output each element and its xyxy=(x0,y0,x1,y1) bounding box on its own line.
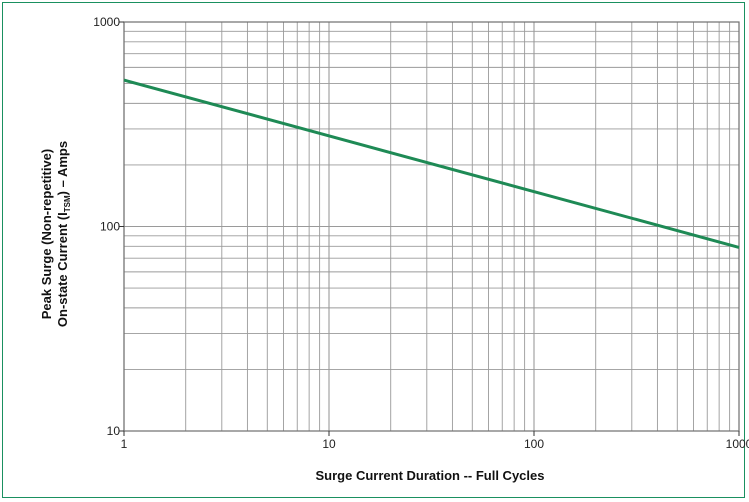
x-tick-label: 10 xyxy=(322,437,336,451)
y-axis-title-line1: Peak Surge (Non-repetitive) xyxy=(39,149,54,320)
x-tick-label: 100 xyxy=(524,437,544,451)
y-tick-label: 1000 xyxy=(93,15,120,29)
y-tick-label: 100 xyxy=(100,220,120,234)
tick-labels: 1101001000101001000 xyxy=(93,15,749,451)
y-tick-label: 10 xyxy=(107,424,121,438)
grid xyxy=(119,21,740,436)
x-axis-title: Surge Current Duration -- Full Cycles xyxy=(316,468,545,483)
y-axis-title-line2: On-state Current (ITSM) – Amps xyxy=(55,141,72,327)
y-axis-title-suffix: ) – Amps xyxy=(55,141,70,195)
series-layer xyxy=(123,78,740,249)
x-tick-label: 1000 xyxy=(726,437,749,451)
series-line xyxy=(123,78,740,249)
y-axis-title-subscript: TSM xyxy=(63,195,72,212)
y-axis-title-prefix: On-state Current (I xyxy=(55,212,70,327)
y-axis-title: Peak Surge (Non-repetitive) On-state Cur… xyxy=(39,141,72,327)
x-tick-label: 1 xyxy=(121,437,128,451)
